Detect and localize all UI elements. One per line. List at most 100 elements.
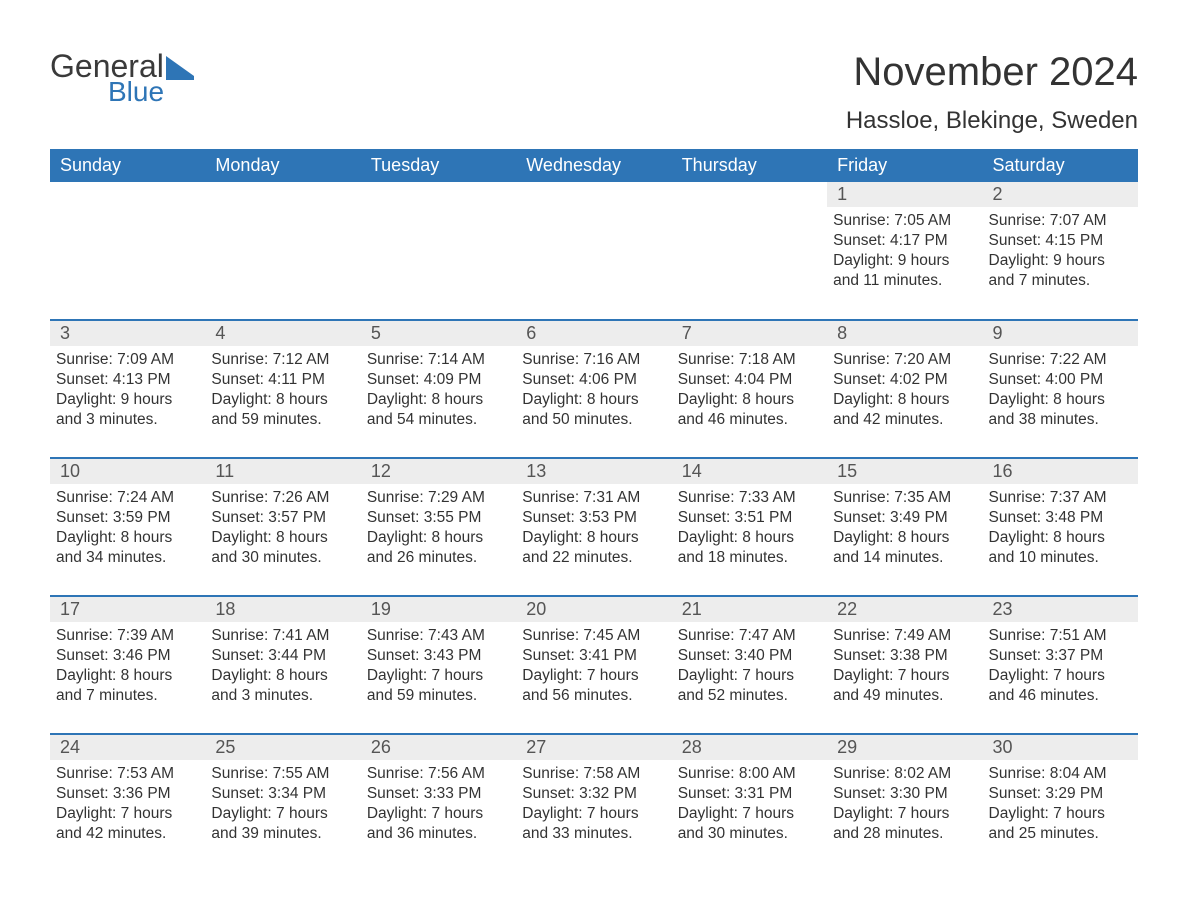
calendar-cell: 18Sunrise: 7:41 AMSunset: 3:44 PMDayligh… xyxy=(205,596,360,734)
day-body: Sunrise: 7:26 AMSunset: 3:57 PMDaylight:… xyxy=(205,484,360,573)
daylight-text: Daylight: 8 hours xyxy=(833,528,976,548)
day-body: Sunrise: 7:22 AMSunset: 4:00 PMDaylight:… xyxy=(983,346,1138,435)
daylight-text: and 22 minutes. xyxy=(522,548,665,568)
daylight-text: and 3 minutes. xyxy=(56,410,199,430)
calendar-body: 1Sunrise: 7:05 AMSunset: 4:17 PMDaylight… xyxy=(50,182,1138,872)
daylight-text: Daylight: 8 hours xyxy=(367,390,510,410)
day-body: Sunrise: 7:35 AMSunset: 3:49 PMDaylight:… xyxy=(827,484,982,573)
weekday-header: Tuesday xyxy=(361,149,516,182)
day-body: Sunrise: 8:00 AMSunset: 3:31 PMDaylight:… xyxy=(672,760,827,849)
day-number: 25 xyxy=(205,735,360,760)
sunset-text: Sunset: 3:59 PM xyxy=(56,508,199,528)
day-body: Sunrise: 7:05 AMSunset: 4:17 PMDaylight:… xyxy=(827,207,982,296)
sunset-text: Sunset: 3:30 PM xyxy=(833,784,976,804)
sunset-text: Sunset: 3:31 PM xyxy=(678,784,821,804)
sunrise-text: Sunrise: 7:53 AM xyxy=(56,764,199,784)
sunset-text: Sunset: 3:51 PM xyxy=(678,508,821,528)
daylight-text: Daylight: 8 hours xyxy=(56,666,199,686)
sunset-text: Sunset: 3:57 PM xyxy=(211,508,354,528)
day-body: Sunrise: 7:43 AMSunset: 3:43 PMDaylight:… xyxy=(361,622,516,711)
sunset-text: Sunset: 3:29 PM xyxy=(989,784,1132,804)
calendar-cell: 16Sunrise: 7:37 AMSunset: 3:48 PMDayligh… xyxy=(983,458,1138,596)
calendar-cell: 22Sunrise: 7:49 AMSunset: 3:38 PMDayligh… xyxy=(827,596,982,734)
day-body: Sunrise: 7:39 AMSunset: 3:46 PMDaylight:… xyxy=(50,622,205,711)
sunset-text: Sunset: 4:00 PM xyxy=(989,370,1132,390)
day-number: 10 xyxy=(50,459,205,484)
day-number: 28 xyxy=(672,735,827,760)
daylight-text: Daylight: 8 hours xyxy=(678,528,821,548)
daylight-text: and 14 minutes. xyxy=(833,548,976,568)
day-body: Sunrise: 7:58 AMSunset: 3:32 PMDaylight:… xyxy=(516,760,671,849)
calendar-cell: 15Sunrise: 7:35 AMSunset: 3:49 PMDayligh… xyxy=(827,458,982,596)
day-body: Sunrise: 7:45 AMSunset: 3:41 PMDaylight:… xyxy=(516,622,671,711)
sunrise-text: Sunrise: 7:33 AM xyxy=(678,488,821,508)
sunrise-text: Sunrise: 7:51 AM xyxy=(989,626,1132,646)
calendar-cell: 4Sunrise: 7:12 AMSunset: 4:11 PMDaylight… xyxy=(205,320,360,458)
calendar-cell: 28Sunrise: 8:00 AMSunset: 3:31 PMDayligh… xyxy=(672,734,827,872)
calendar-cell xyxy=(516,182,671,320)
logo-line2: Blue xyxy=(108,78,164,106)
sunset-text: Sunset: 3:49 PM xyxy=(833,508,976,528)
weekday-header: Friday xyxy=(827,149,982,182)
sunrise-text: Sunrise: 7:20 AM xyxy=(833,350,976,370)
day-body: Sunrise: 7:07 AMSunset: 4:15 PMDaylight:… xyxy=(983,207,1138,296)
sunrise-text: Sunrise: 7:26 AM xyxy=(211,488,354,508)
daylight-text: and 3 minutes. xyxy=(211,686,354,706)
sunrise-text: Sunrise: 8:00 AM xyxy=(678,764,821,784)
calendar-cell: 20Sunrise: 7:45 AMSunset: 3:41 PMDayligh… xyxy=(516,596,671,734)
sunrise-text: Sunrise: 7:49 AM xyxy=(833,626,976,646)
location-text: Hassloe, Blekinge, Sweden xyxy=(846,107,1138,135)
day-number: 17 xyxy=(50,597,205,622)
daylight-text: Daylight: 7 hours xyxy=(678,804,821,824)
day-body: Sunrise: 8:04 AMSunset: 3:29 PMDaylight:… xyxy=(983,760,1138,849)
sunrise-text: Sunrise: 7:55 AM xyxy=(211,764,354,784)
day-body: Sunrise: 7:14 AMSunset: 4:09 PMDaylight:… xyxy=(361,346,516,435)
daylight-text: Daylight: 7 hours xyxy=(833,804,976,824)
sunrise-text: Sunrise: 7:58 AM xyxy=(522,764,665,784)
calendar-cell: 1Sunrise: 7:05 AMSunset: 4:17 PMDaylight… xyxy=(827,182,982,320)
daylight-text: and 11 minutes. xyxy=(833,271,976,291)
sunset-text: Sunset: 3:32 PM xyxy=(522,784,665,804)
daylight-text: and 52 minutes. xyxy=(678,686,821,706)
sunset-text: Sunset: 3:48 PM xyxy=(989,508,1132,528)
day-number: 1 xyxy=(827,182,982,207)
sunset-text: Sunset: 3:43 PM xyxy=(367,646,510,666)
day-number: 4 xyxy=(205,321,360,346)
daylight-text: and 59 minutes. xyxy=(367,686,510,706)
daylight-text: and 26 minutes. xyxy=(367,548,510,568)
day-body: Sunrise: 7:18 AMSunset: 4:04 PMDaylight:… xyxy=(672,346,827,435)
calendar-table: SundayMondayTuesdayWednesdayThursdayFrid… xyxy=(50,149,1138,872)
sunrise-text: Sunrise: 7:14 AM xyxy=(367,350,510,370)
sunset-text: Sunset: 3:38 PM xyxy=(833,646,976,666)
sunrise-text: Sunrise: 7:47 AM xyxy=(678,626,821,646)
calendar-cell xyxy=(50,182,205,320)
sunrise-text: Sunrise: 7:07 AM xyxy=(989,211,1132,231)
day-number: 16 xyxy=(983,459,1138,484)
heading-block: November 2024 Hassloe, Blekinge, Sweden xyxy=(846,50,1138,135)
daylight-text: and 18 minutes. xyxy=(678,548,821,568)
calendar-cell: 3Sunrise: 7:09 AMSunset: 4:13 PMDaylight… xyxy=(50,320,205,458)
day-number: 6 xyxy=(516,321,671,346)
day-number: 24 xyxy=(50,735,205,760)
sunset-text: Sunset: 3:46 PM xyxy=(56,646,199,666)
sunrise-text: Sunrise: 7:43 AM xyxy=(367,626,510,646)
daylight-text: and 38 minutes. xyxy=(989,410,1132,430)
day-number: 26 xyxy=(361,735,516,760)
day-body: Sunrise: 7:56 AMSunset: 3:33 PMDaylight:… xyxy=(361,760,516,849)
calendar-cell: 13Sunrise: 7:31 AMSunset: 3:53 PMDayligh… xyxy=(516,458,671,596)
sunrise-text: Sunrise: 7:05 AM xyxy=(833,211,976,231)
day-body: Sunrise: 7:47 AMSunset: 3:40 PMDaylight:… xyxy=(672,622,827,711)
daylight-text: Daylight: 7 hours xyxy=(833,666,976,686)
day-number: 15 xyxy=(827,459,982,484)
daylight-text: and 54 minutes. xyxy=(367,410,510,430)
sunrise-text: Sunrise: 7:22 AM xyxy=(989,350,1132,370)
sunset-text: Sunset: 3:41 PM xyxy=(522,646,665,666)
daylight-text: Daylight: 8 hours xyxy=(211,528,354,548)
day-number: 5 xyxy=(361,321,516,346)
calendar-cell: 8Sunrise: 7:20 AMSunset: 4:02 PMDaylight… xyxy=(827,320,982,458)
sunrise-text: Sunrise: 7:41 AM xyxy=(211,626,354,646)
weekday-header: Thursday xyxy=(672,149,827,182)
sunset-text: Sunset: 4:02 PM xyxy=(833,370,976,390)
sunrise-text: Sunrise: 7:18 AM xyxy=(678,350,821,370)
day-number: 3 xyxy=(50,321,205,346)
